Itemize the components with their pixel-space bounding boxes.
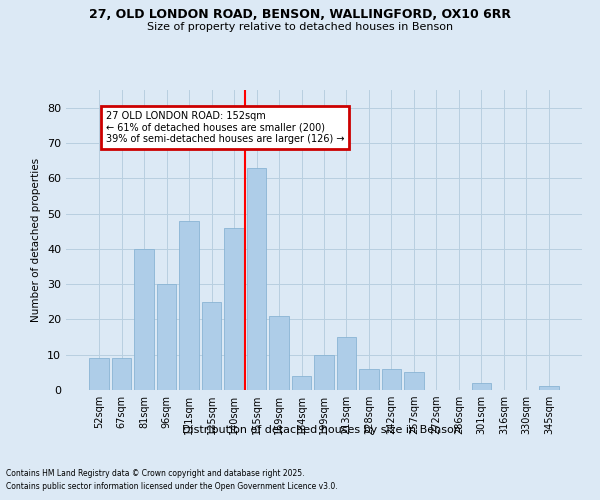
Y-axis label: Number of detached properties: Number of detached properties <box>31 158 41 322</box>
Bar <box>269 316 289 390</box>
Bar <box>202 302 221 390</box>
Bar <box>359 369 379 390</box>
Bar <box>404 372 424 390</box>
Bar <box>112 358 131 390</box>
Bar <box>337 337 356 390</box>
Bar <box>157 284 176 390</box>
Text: 27 OLD LONDON ROAD: 152sqm
← 61% of detached houses are smaller (200)
39% of sem: 27 OLD LONDON ROAD: 152sqm ← 61% of deta… <box>106 111 344 144</box>
Text: Contains public sector information licensed under the Open Government Licence v3: Contains public sector information licen… <box>6 482 338 491</box>
Text: 27, OLD LONDON ROAD, BENSON, WALLINGFORD, OX10 6RR: 27, OLD LONDON ROAD, BENSON, WALLINGFORD… <box>89 8 511 20</box>
Bar <box>314 354 334 390</box>
Text: Size of property relative to detached houses in Benson: Size of property relative to detached ho… <box>147 22 453 32</box>
Bar <box>247 168 266 390</box>
Bar <box>292 376 311 390</box>
Bar <box>89 358 109 390</box>
Text: Contains HM Land Registry data © Crown copyright and database right 2025.: Contains HM Land Registry data © Crown c… <box>6 468 305 477</box>
Bar <box>472 383 491 390</box>
Bar <box>134 249 154 390</box>
Bar <box>179 220 199 390</box>
Text: Distribution of detached houses by size in Benson: Distribution of detached houses by size … <box>182 425 460 435</box>
Bar <box>539 386 559 390</box>
Bar <box>224 228 244 390</box>
Bar <box>382 369 401 390</box>
